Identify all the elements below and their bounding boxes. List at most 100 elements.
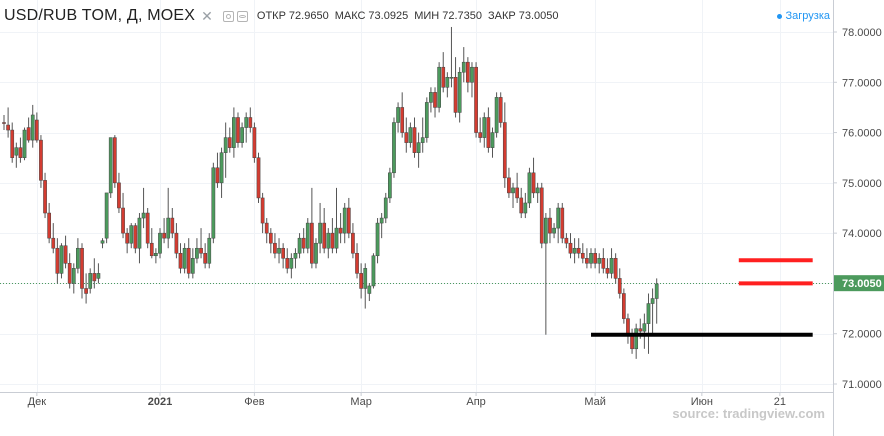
x-tick-label: Фев: [244, 396, 264, 408]
candle-body-up: [589, 253, 593, 264]
candle: [338, 213, 343, 244]
candle: [117, 172, 121, 214]
candle: [322, 208, 327, 254]
candle-body-up: [470, 66, 474, 83]
candle-body-down: [260, 197, 265, 224]
candle: [182, 243, 187, 274]
candle-body-down: [355, 253, 359, 274]
candle: [14, 142, 19, 168]
candle: [363, 263, 368, 309]
candle-body-up: [289, 258, 294, 269]
candle-body-down: [34, 119, 39, 141]
candle-body-down: [580, 253, 585, 259]
candle: [482, 112, 487, 148]
candle: [523, 192, 528, 219]
candle-body-up: [556, 207, 561, 229]
candle-body-up: [650, 298, 655, 304]
candle-body-down: [51, 237, 56, 249]
candle-body-down: [626, 318, 630, 334]
candle: [297, 233, 302, 259]
candle-body-up: [326, 232, 331, 249]
candle-body-down: [273, 242, 277, 254]
candle-body-up: [654, 283, 659, 299]
candle-body-down: [92, 273, 97, 282]
y-tick-label: 78.0000: [842, 27, 882, 39]
candle: [572, 238, 577, 264]
candle: [6, 107, 10, 138]
candle: [186, 238, 191, 279]
settings-icon[interactable]: [222, 10, 234, 22]
candle: [334, 187, 339, 254]
candle-body-down: [564, 237, 569, 244]
candle-body-down: [622, 293, 626, 319]
candle: [268, 228, 273, 254]
candle: [576, 238, 581, 259]
candle: [359, 263, 363, 299]
candle: [318, 202, 322, 254]
candle: [326, 228, 331, 259]
candle-body-down: [519, 197, 524, 214]
candle-body-up: [367, 285, 372, 294]
candle: [219, 147, 224, 198]
candle: [474, 62, 478, 138]
candle: [568, 233, 573, 259]
candle-body-down: [498, 97, 503, 123]
candle: [43, 172, 47, 219]
candle: [424, 97, 429, 143]
candle-body-up: [104, 192, 109, 239]
candle-body-down: [474, 66, 478, 133]
candle: [264, 218, 269, 244]
candle-body-up: [141, 212, 146, 219]
y-tick-label: 71.0000: [842, 379, 882, 391]
candle: [141, 187, 146, 229]
candle: [104, 192, 109, 244]
candle-body-down: [359, 273, 363, 289]
candle-body-up: [129, 225, 134, 244]
candle: [158, 228, 162, 259]
candle: [654, 278, 659, 324]
candle-body-down: [236, 117, 240, 143]
eye-icon[interactable]: [236, 10, 248, 22]
candle-body-up: [71, 268, 76, 284]
candle-body-up: [207, 237, 212, 264]
candle-body-up: [100, 240, 105, 244]
candle-body-up: [244, 117, 249, 128]
candle-body-down: [47, 212, 52, 239]
close-value: 73.0050: [518, 10, 559, 22]
low-value: 72.7350: [442, 10, 482, 22]
candle: [76, 238, 80, 274]
candle: [383, 192, 388, 224]
candle: [227, 127, 232, 153]
candle-body-down: [170, 217, 175, 234]
y-tick-label: 76.0000: [842, 128, 882, 140]
candle-body-up: [334, 227, 339, 249]
candle: [232, 107, 236, 158]
high-value: 73.0925: [368, 10, 409, 22]
candle-body-up: [408, 127, 413, 143]
candle: [589, 248, 593, 269]
candle: [51, 223, 56, 254]
close-icon[interactable]: ✕: [201, 7, 213, 24]
candle-body-down: [227, 137, 232, 148]
y-tick-label: 75.0000: [842, 178, 882, 190]
candle-body-down: [199, 247, 203, 254]
candle-body-down: [322, 222, 327, 249]
candle: [84, 273, 88, 304]
candle: [498, 92, 503, 128]
candle-body-up: [461, 61, 466, 73]
candle: [67, 253, 72, 289]
candle-body-down: [285, 258, 290, 269]
candle: [511, 182, 515, 208]
open-label: ОТКР: [256, 10, 286, 22]
candle-body-down: [613, 258, 618, 279]
candle-body-down: [539, 187, 544, 244]
open-value: 72.9650: [288, 10, 329, 22]
candle-body-down: [6, 124, 10, 131]
candle: [314, 238, 318, 269]
candle: [59, 243, 64, 279]
candle: [281, 243, 285, 269]
candle-body-up: [314, 242, 318, 264]
candle: [580, 243, 585, 264]
candle: [490, 127, 495, 158]
candle-body-up: [642, 323, 647, 332]
